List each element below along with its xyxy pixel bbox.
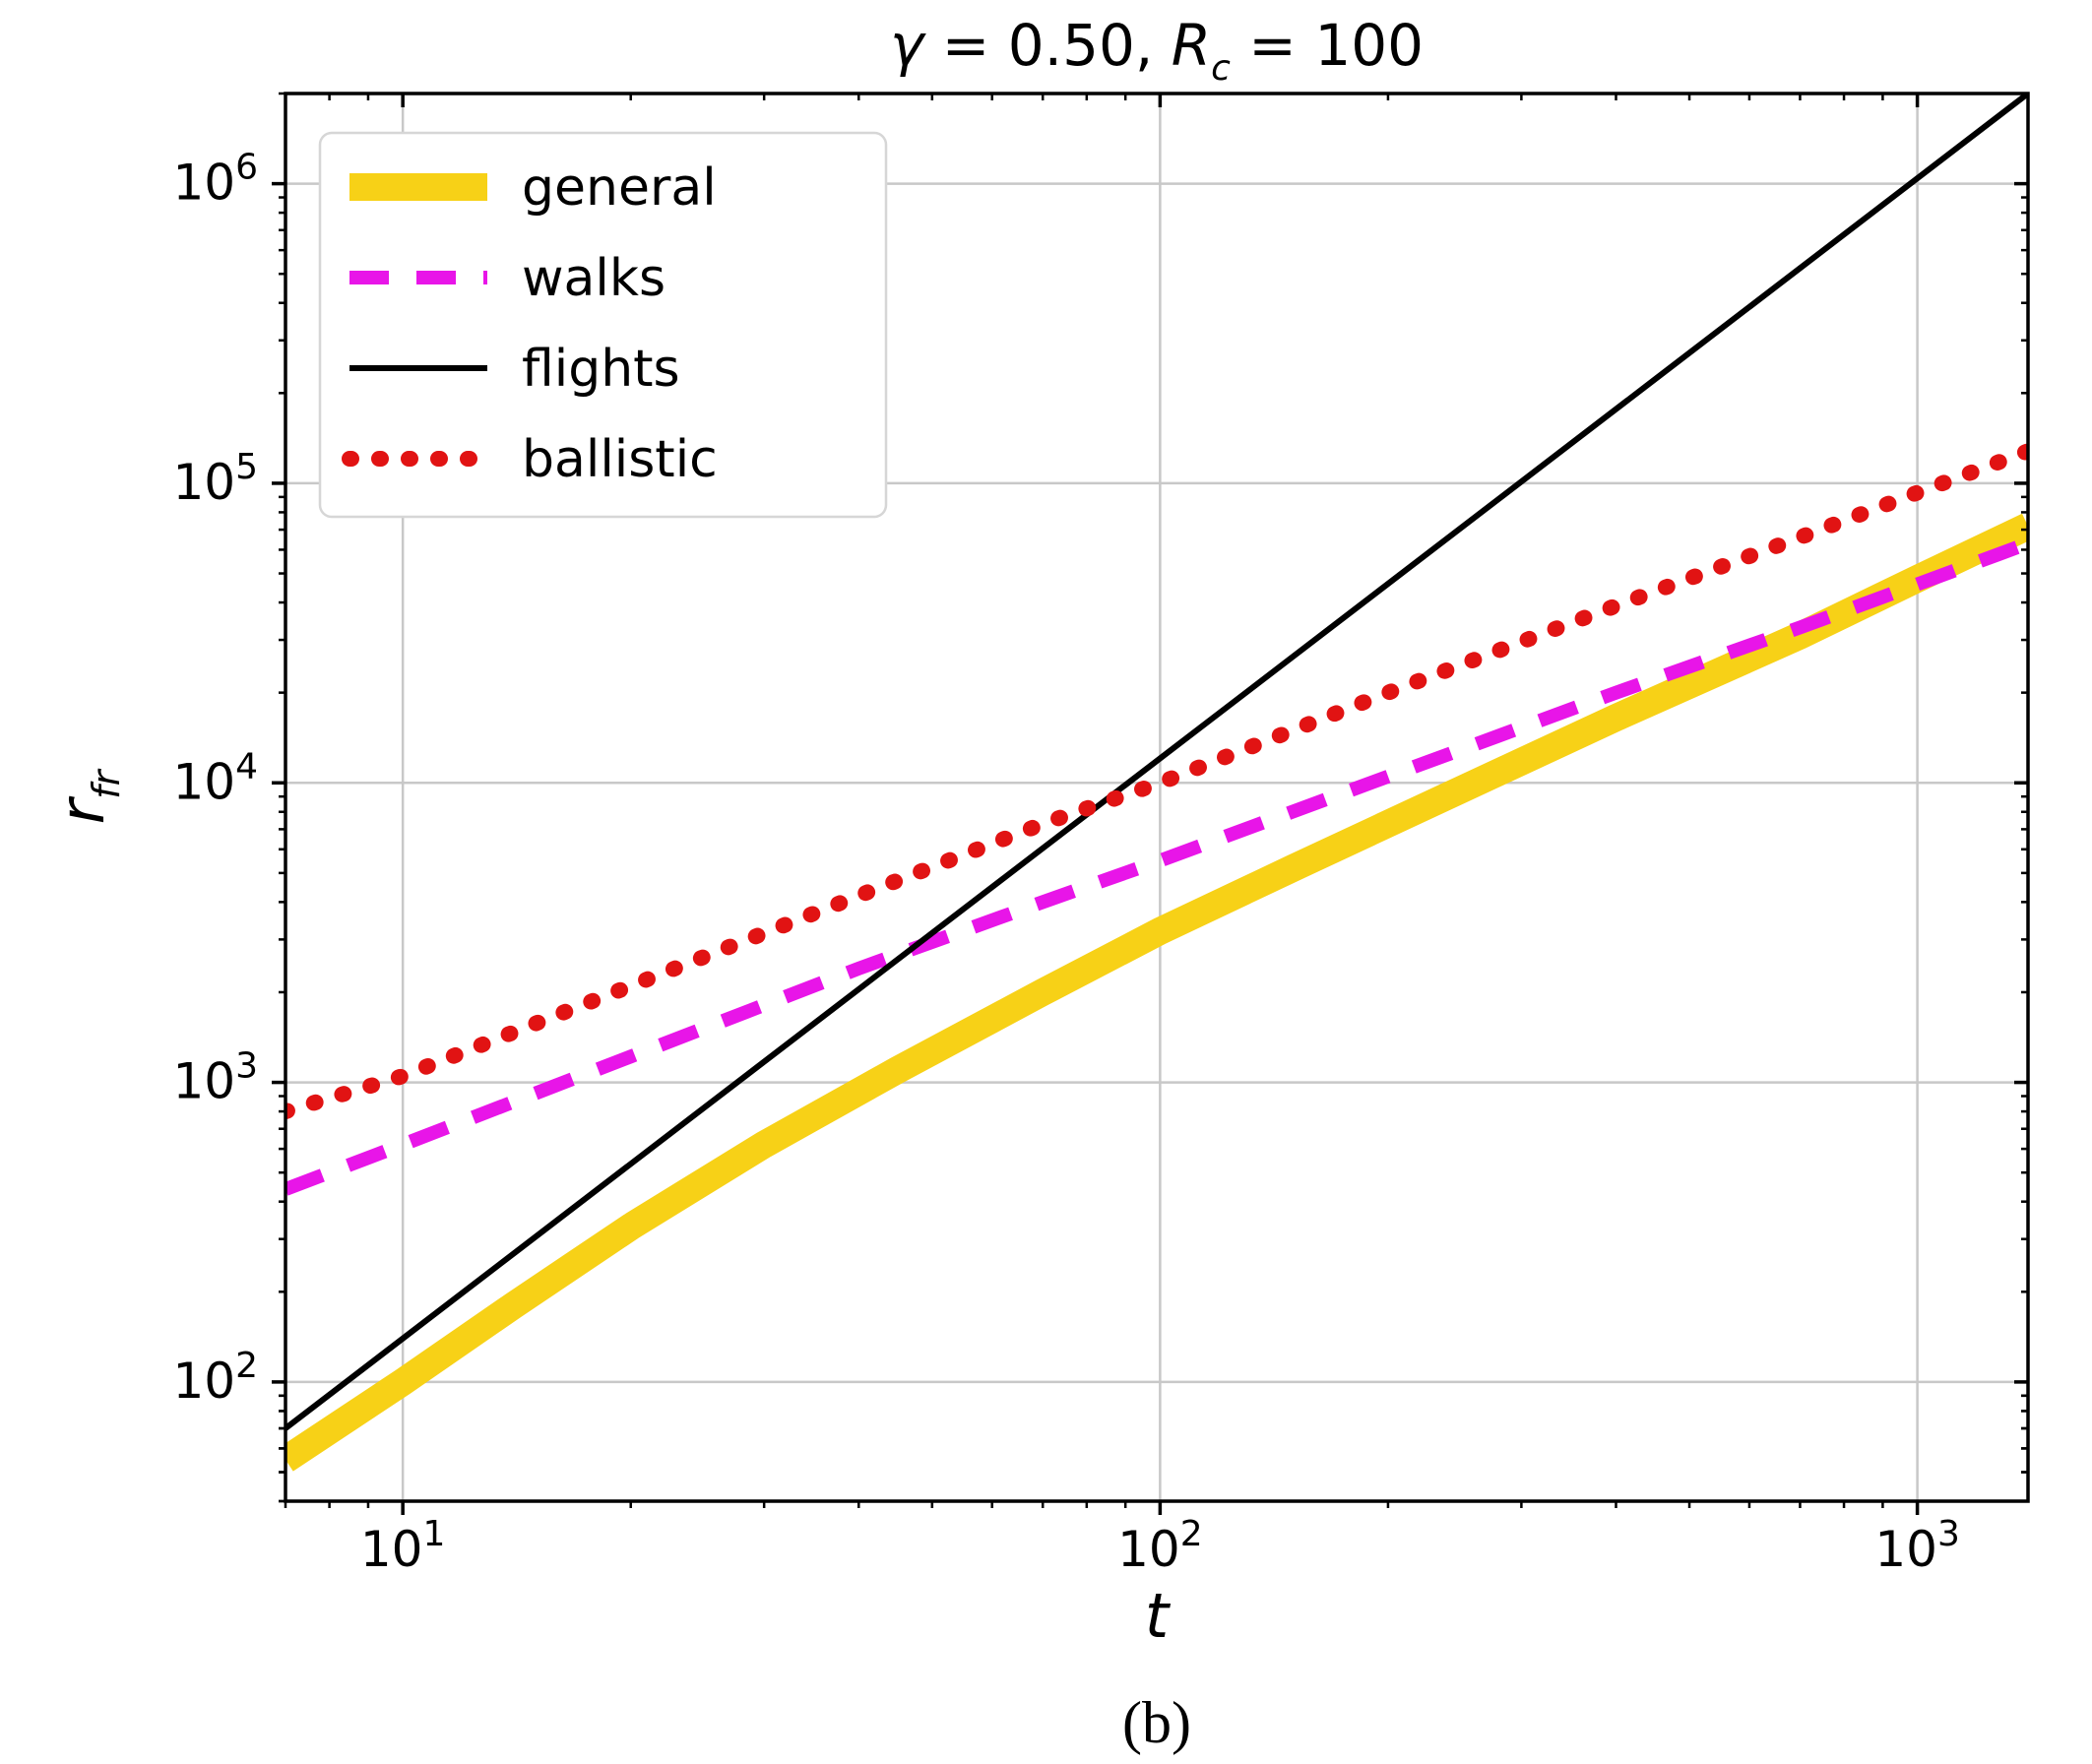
chart-bg <box>0 0 2092 1764</box>
legend-label-general: general <box>522 158 717 218</box>
legend-label-ballistic: ballistic <box>522 430 718 489</box>
legend-label-walks: walks <box>522 249 666 308</box>
chart-title: γ = 0.50, Rc = 100 <box>890 12 1424 89</box>
chart-svg: 101102103102103104105106trfrγ = 0.50, Rc… <box>0 0 2092 1764</box>
x-axis-label: t <box>1145 1580 1172 1652</box>
chart-container: 101102103102103104105106trfrγ = 0.50, Rc… <box>0 0 2092 1764</box>
legend-label-flights: flights <box>522 340 680 399</box>
subplot-label: (b) <box>1122 1690 1191 1755</box>
